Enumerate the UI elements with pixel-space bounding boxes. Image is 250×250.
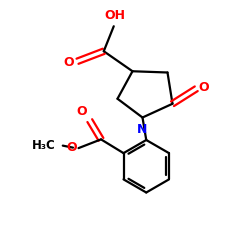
Text: N: N	[137, 123, 148, 136]
Text: O: O	[67, 141, 77, 154]
Text: O: O	[64, 56, 74, 69]
Text: OH: OH	[104, 9, 126, 22]
Text: O: O	[199, 81, 209, 94]
Text: O: O	[77, 105, 87, 118]
Text: H₃C: H₃C	[32, 138, 55, 151]
